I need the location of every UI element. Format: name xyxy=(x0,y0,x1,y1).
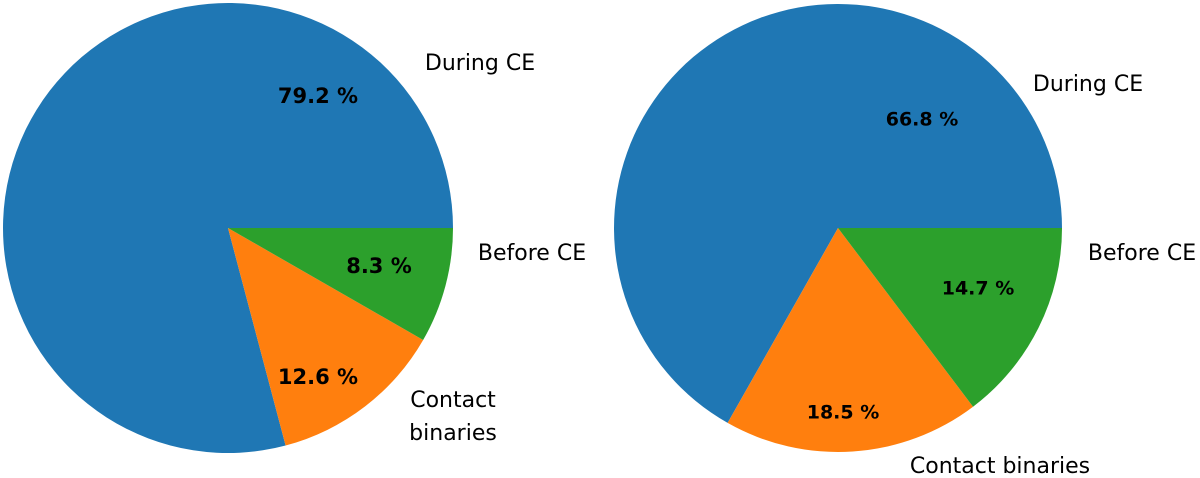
slice-label: Contact binaries xyxy=(409,388,497,446)
slice-percent-label: 66.8 % xyxy=(886,109,959,131)
slice-percent-label: 8.3 % xyxy=(346,254,412,278)
slice-label: Before CE xyxy=(478,241,586,266)
pie-slice xyxy=(228,228,453,340)
pie-chart-1: During CE 79.2 % Contact binaries 12.6 % Befo… xyxy=(3,3,586,454)
pie-slice xyxy=(727,228,974,453)
slice-percent-label: 12.6 % xyxy=(278,365,358,389)
pie-chart-2: During CE 66.8 % Contact binaries 18.5 % Bef… xyxy=(614,3,1196,478)
pie-slice xyxy=(838,228,1062,407)
slice-label: Contact binaries xyxy=(910,454,1090,478)
slice-percent-label: 14.7 % xyxy=(942,278,1015,300)
slice-percent-label: 79.2 % xyxy=(278,84,358,108)
pie-slice xyxy=(3,3,453,454)
slice-label: Before CE xyxy=(1088,241,1196,266)
slice-label: During CE xyxy=(425,51,535,76)
pie-slice xyxy=(614,3,1062,423)
pie-slice xyxy=(228,228,424,446)
slice-percent-label: 18.5 % xyxy=(807,402,880,424)
slice-label: During CE xyxy=(1033,72,1143,97)
